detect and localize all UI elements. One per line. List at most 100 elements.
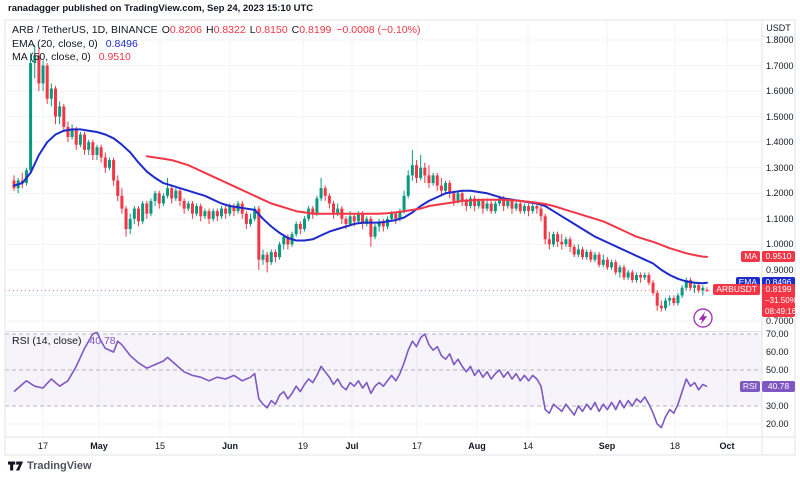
candle-body xyxy=(468,198,472,207)
candle-body xyxy=(232,206,236,212)
candle-body xyxy=(439,185,443,191)
candle-body xyxy=(643,275,647,278)
candle-body xyxy=(161,195,165,204)
candle-body xyxy=(87,142,91,150)
candle-body xyxy=(655,292,659,306)
candle-body xyxy=(556,234,560,242)
price-axis[interactable]: USDT 1.8000 1.7000 1.6000 1.5000 1.4000 1.300… xyxy=(762,20,795,455)
candle-body xyxy=(203,211,207,217)
lightning-icon[interactable] xyxy=(693,308,713,328)
candle-body xyxy=(145,203,149,214)
candle-body xyxy=(701,287,705,291)
candle-body xyxy=(605,259,609,268)
candle-body xyxy=(506,200,510,207)
candle-body xyxy=(423,167,427,176)
candle-body xyxy=(249,218,253,224)
ohlc-close-value: 0.8199 xyxy=(299,24,332,36)
candle-body xyxy=(207,211,211,219)
candle-body xyxy=(261,254,265,260)
candle-body xyxy=(319,188,323,199)
ma-line[interactable] xyxy=(145,155,708,258)
candle-body xyxy=(394,213,398,219)
rsi-tick-label: 70.00 xyxy=(766,329,789,339)
rsi-tick-label: 50.00 xyxy=(766,365,789,375)
candle-body xyxy=(398,211,402,219)
candle-body xyxy=(253,208,257,219)
candle-body xyxy=(410,165,414,176)
publish-watermark: ranadagger published on TradingView.com,… xyxy=(8,3,314,14)
candle-body xyxy=(269,252,273,263)
candle-body xyxy=(352,216,356,222)
candle-body xyxy=(166,188,170,196)
candle-body xyxy=(456,193,460,201)
rsi-line[interactable] xyxy=(13,332,708,429)
candle-body xyxy=(473,198,477,207)
time-tick-label: May xyxy=(90,441,108,451)
time-tick-label: Oct xyxy=(719,441,735,451)
ohlc-open-value: 0.8206 xyxy=(169,24,202,36)
candle-body xyxy=(581,249,585,258)
rsi-legend-label[interactable]: RSI (14, close) xyxy=(12,335,82,347)
price-tick-label: 1.0000 xyxy=(766,239,794,250)
candle-body xyxy=(535,206,539,209)
time-tick-label: Jul xyxy=(345,441,359,451)
candle-body xyxy=(377,221,381,227)
candle-body xyxy=(83,134,87,150)
candle-body xyxy=(257,208,261,260)
candle-body xyxy=(676,295,680,304)
price-tick-label: 1.5000 xyxy=(766,111,794,122)
tradingview-logo[interactable]: TradingView xyxy=(8,459,92,473)
candle-body xyxy=(373,226,377,237)
candle-body xyxy=(365,218,369,224)
candle-body xyxy=(664,300,668,309)
candle-body xyxy=(336,208,340,214)
candle-body xyxy=(680,287,684,296)
ema-badge-label: EMA xyxy=(735,276,760,288)
candle-body xyxy=(244,213,248,224)
ema-line[interactable] xyxy=(13,128,708,285)
ohlc-low-value: 0.8150 xyxy=(255,24,288,36)
candle-body xyxy=(107,160,111,168)
price-tick-label: 1.3000 xyxy=(766,162,794,173)
time-tick-label: 15 xyxy=(154,441,166,451)
candle-body xyxy=(402,195,406,212)
candle-body xyxy=(170,188,174,199)
rsi-tick-label: 30.00 xyxy=(766,401,789,411)
symbol-title[interactable]: ARB / TetherUS, 1D, BINANCE xyxy=(12,24,158,36)
ohlc-open-key: O xyxy=(161,24,170,36)
rsi-legend: RSI (14, close) 40.78 xyxy=(12,335,116,347)
candle-body xyxy=(356,213,360,222)
candle-body xyxy=(323,188,327,196)
candle-body xyxy=(585,252,589,258)
candle-body xyxy=(74,129,78,145)
last-price: 0.8199 xyxy=(765,284,792,295)
tradingview-logo-icon xyxy=(8,461,23,471)
candlestick-series xyxy=(12,45,709,312)
candle-body xyxy=(688,280,692,288)
time-axis[interactable]: 17 May 15 Jun 19 Jul 17 Aug 14 Sep 18 Oct xyxy=(5,441,762,455)
candle-body xyxy=(684,280,688,288)
candle-body xyxy=(543,216,547,240)
candle-body xyxy=(286,236,290,245)
candle-body xyxy=(697,285,701,291)
price-tick-label: 1.8000 xyxy=(766,35,794,45)
candle-body xyxy=(390,213,394,219)
candle-body xyxy=(597,254,601,265)
time-tick-label: 17 xyxy=(37,441,49,451)
candle-body xyxy=(477,200,481,207)
candle-body xyxy=(435,175,439,186)
ema-legend-label[interactable]: EMA (20, close, 0) xyxy=(12,37,98,50)
candle-body xyxy=(601,259,605,265)
ma-legend-value: 0.9510 xyxy=(98,51,131,63)
candle-body xyxy=(560,241,564,245)
candle-body xyxy=(278,244,282,258)
candle-body xyxy=(527,206,531,212)
candle-body xyxy=(489,203,493,212)
candle-body xyxy=(481,200,485,209)
ma-legend-label[interactable]: MA (50, close, 0) xyxy=(12,51,91,63)
candle-body xyxy=(485,203,489,209)
candle-body xyxy=(332,203,336,214)
candle-body xyxy=(45,65,49,99)
ohlc-high-key: H xyxy=(205,24,214,36)
